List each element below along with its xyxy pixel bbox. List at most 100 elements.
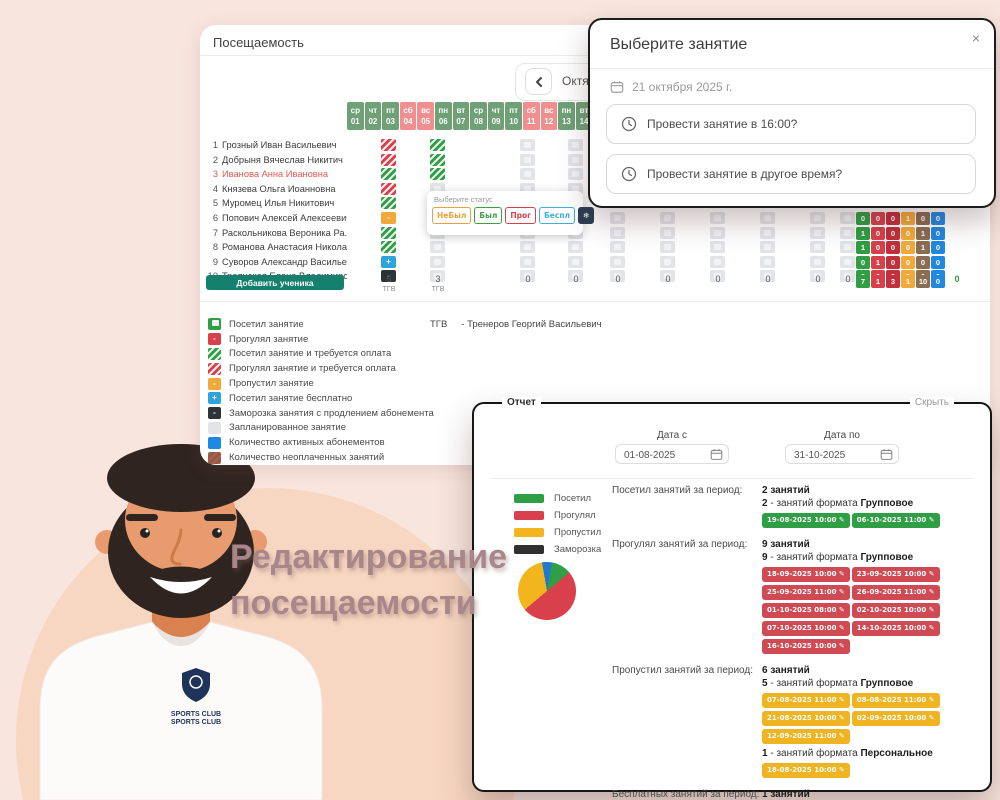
day-header-cell[interactable]: вс 12 [540, 102, 558, 130]
attendance-cell[interactable] [610, 226, 625, 239]
attendance-cell[interactable] [810, 255, 825, 268]
attendance-cell[interactable] [568, 139, 583, 151]
day-header-cell[interactable]: ср 01 [347, 102, 364, 130]
attendance-cell[interactable] [568, 153, 583, 166]
attendance-cell[interactable] [840, 270, 855, 283]
attendance-cell[interactable] [520, 255, 535, 268]
attendance-cell[interactable] [520, 241, 535, 254]
attendance-cell[interactable] [840, 255, 855, 268]
conduct-lesson-other-time-button[interactable]: Провести занятие в другое время? [606, 154, 976, 194]
attendance-cell[interactable] [568, 168, 583, 181]
attendance-cell[interactable] [710, 212, 725, 224]
attendance-cell[interactable] [430, 168, 445, 181]
attendance-cell[interactable] [381, 226, 396, 239]
lesson-badge[interactable]: 23-09-2025 10:00 ✎ [851, 567, 940, 582]
status-option-button[interactable]: Беспл [539, 207, 576, 224]
attendance-cell[interactable] [568, 241, 583, 254]
attendance-cell[interactable] [660, 226, 675, 239]
attendance-cell[interactable] [760, 255, 775, 268]
attendance-cell[interactable] [810, 241, 825, 254]
calendar-icon[interactable] [710, 448, 723, 461]
date-from-input[interactable] [616, 446, 710, 465]
attendance-cell[interactable] [710, 255, 725, 268]
day-header-cell[interactable]: чт 02 [364, 102, 382, 130]
day-header-cell[interactable]: чт 09 [487, 102, 505, 130]
student-row[interactable]: 2 Добрыня Вячеслав Никитич [206, 153, 347, 167]
day-header-cell[interactable]: пн 06 [434, 102, 452, 130]
date-to-input[interactable] [786, 446, 880, 465]
calendar-icon[interactable] [880, 448, 893, 461]
lesson-badge[interactable]: 07-08-2025 11:00 ✎ [762, 693, 850, 708]
add-student-button[interactable]: Добавить ученика [206, 275, 344, 290]
conduct-lesson-1600-button[interactable]: Провести занятие в 16:00? [606, 104, 976, 144]
attendance-cell[interactable] [660, 212, 675, 224]
attendance-cell[interactable] [710, 241, 725, 254]
attendance-cell[interactable] [610, 241, 625, 254]
lesson-badge[interactable]: 26-09-2025 11:00 ✎ [851, 585, 940, 600]
attendance-cell[interactable] [840, 212, 855, 224]
status-option-button[interactable]: НеБыл [432, 207, 472, 224]
status-option-button[interactable]: Прог [505, 207, 537, 224]
attendance-cell[interactable] [660, 241, 675, 254]
student-row[interactable]: 5 Муромец Илья Никитович [206, 196, 347, 210]
attendance-cell[interactable] [760, 270, 775, 283]
attendance-cell[interactable] [610, 212, 625, 224]
day-header-cell[interactable]: вт 07 [452, 102, 470, 130]
lesson-badge[interactable]: 14-10-2025 10:00 ✎ [851, 621, 940, 636]
attendance-cell[interactable] [430, 270, 445, 283]
day-header-cell[interactable]: пт 03 [382, 102, 399, 130]
lesson-badge[interactable]: 08-08-2025 11:00 ✎ [851, 693, 940, 708]
lesson-badge[interactable]: 12-09-2025 11:00 ✎ [762, 729, 850, 744]
attendance-cell[interactable] [840, 226, 855, 239]
lesson-badge[interactable]: 21-08-2025 10:00 ✎ [762, 711, 850, 726]
student-row[interactable]: 1 Грозный Иван Васильевич [206, 138, 347, 152]
student-row[interactable]: 7 Раскольникова Вероника Ра... [206, 226, 347, 240]
student-row[interactable]: 3 Иванова Анна Ивановна [206, 167, 347, 181]
day-header-cell[interactable]: вс 05 [417, 102, 434, 130]
day-header-cell[interactable]: пт 10 [505, 102, 522, 130]
lesson-badge[interactable]: 25-09-2025 11:00 ✎ [762, 585, 850, 600]
attendance-cell[interactable] [381, 168, 396, 181]
day-header-cell[interactable]: сб 11 [522, 102, 540, 130]
student-row[interactable]: 8 Романова Анастасия Никола... [206, 240, 347, 254]
status-option-button[interactable]: ❄ [578, 207, 595, 224]
attendance-cell[interactable] [660, 270, 675, 283]
attendance-cell[interactable] [381, 197, 396, 210]
attendance-cell[interactable] [840, 241, 855, 254]
attendance-cell[interactable] [430, 255, 445, 268]
attendance-cell[interactable] [810, 226, 825, 239]
day-header-cell[interactable]: сб 04 [399, 102, 417, 130]
attendance-cell[interactable] [520, 270, 535, 283]
attendance-cell[interactable] [381, 153, 396, 166]
lesson-badge[interactable]: 07-10-2025 10:00 ✎ [762, 621, 850, 636]
lesson-badge[interactable]: 02-10-2025 10:00 ✎ [851, 603, 940, 618]
report-hide-button[interactable]: Скрыть [909, 397, 954, 408]
attendance-cell[interactable] [810, 212, 825, 224]
lesson-badge[interactable]: 16-10-2025 10:00 ✎ [762, 639, 850, 654]
attendance-cell[interactable] [381, 139, 396, 151]
attendance-cell[interactable] [568, 270, 583, 283]
day-header-cell[interactable]: ср 08 [470, 102, 487, 130]
student-row[interactable]: 9 Суворов Александр Василье... [206, 255, 347, 269]
lesson-badge[interactable]: 18-09-2025 10:00 ✎ [762, 567, 850, 582]
lesson-badge[interactable]: 19-08-2025 10:00 ✎ [762, 513, 850, 528]
attendance-cell[interactable] [520, 139, 535, 151]
prev-month-button[interactable] [525, 68, 552, 95]
attendance-cell[interactable] [520, 153, 535, 166]
status-option-button[interactable]: Был [474, 207, 503, 224]
attendance-cell[interactable] [430, 153, 445, 166]
attendance-cell[interactable] [430, 241, 445, 254]
attendance-cell[interactable] [520, 168, 535, 181]
attendance-cell[interactable] [760, 212, 775, 224]
lesson-badge[interactable]: 06-10-2025 11:00 ✎ [851, 513, 940, 528]
attendance-cell[interactable] [760, 226, 775, 239]
attendance-cell[interactable] [710, 226, 725, 239]
lesson-badge[interactable]: 02-09-2025 10:00 ✎ [851, 711, 940, 726]
attendance-cell[interactable]: - [381, 270, 396, 283]
attendance-cell[interactable] [810, 270, 825, 283]
day-header-cell[interactable]: пн 13 [558, 102, 575, 130]
attendance-cell[interactable] [430, 139, 445, 151]
student-row[interactable]: 4 Князева Ольга Иоанновна [206, 182, 347, 196]
attendance-cell[interactable]: + [381, 255, 396, 268]
attendance-cell[interactable] [381, 241, 396, 254]
